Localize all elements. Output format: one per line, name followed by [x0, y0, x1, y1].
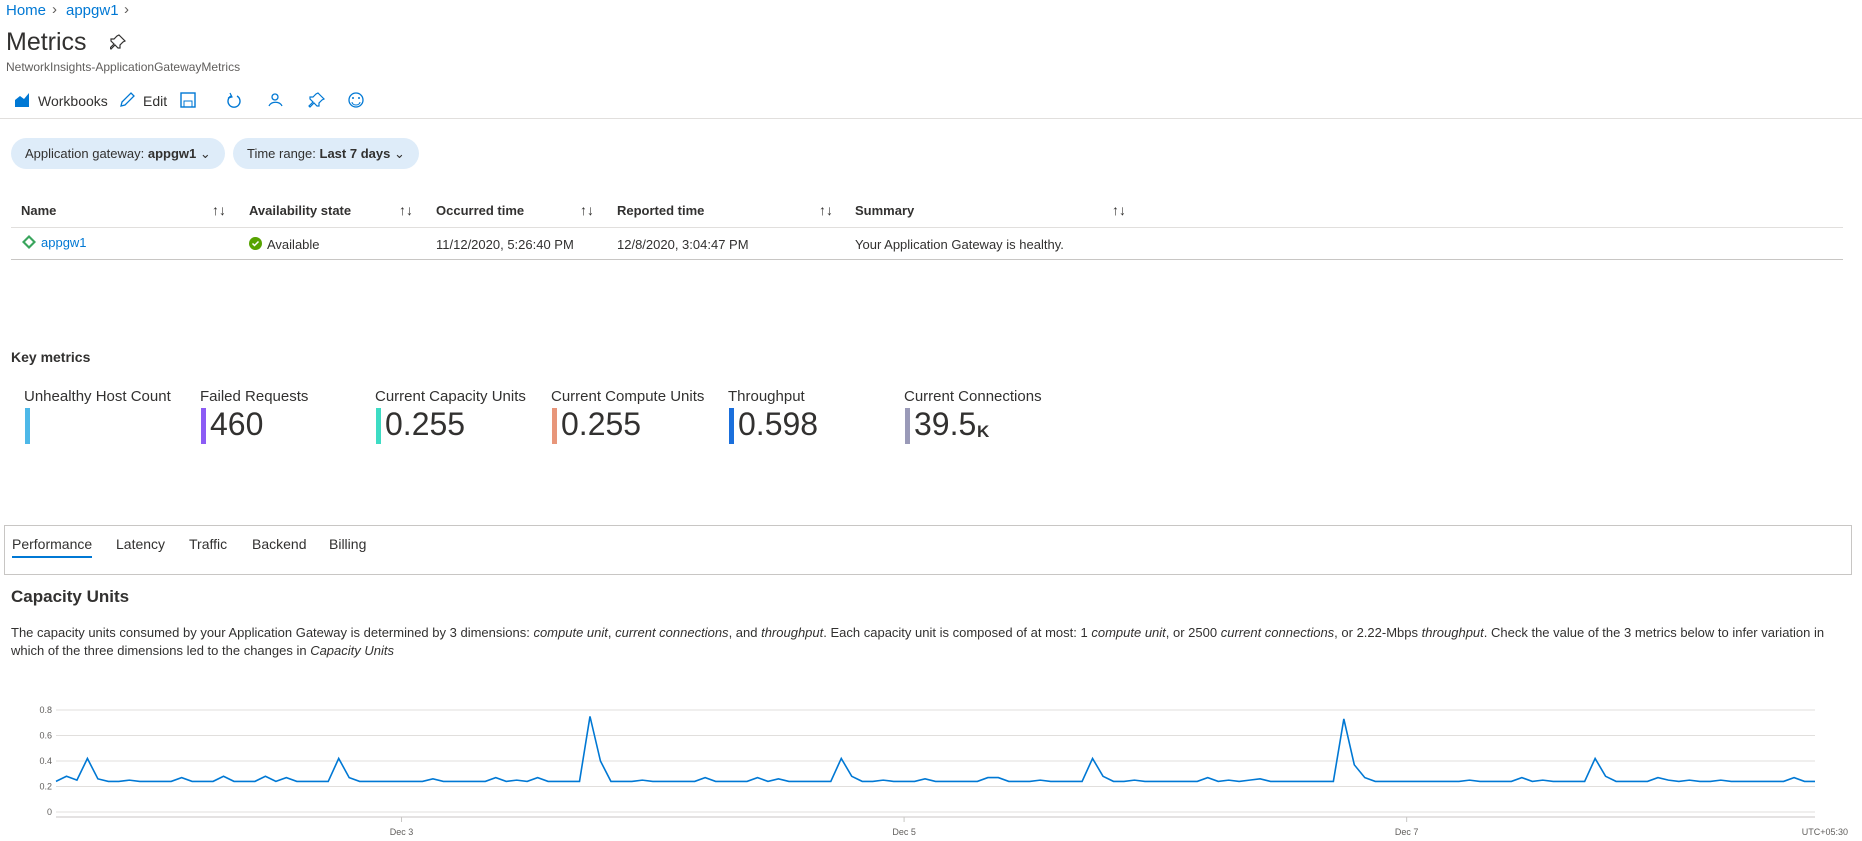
- breadcrumb-link[interactable]: Home: [6, 2, 47, 19]
- metric-bar: [25, 408, 30, 444]
- metric-value: 0.255: [385, 406, 466, 442]
- description-text: The capacity units consumed by your Appl…: [11, 625, 534, 640]
- status-icon: [249, 237, 262, 250]
- divider: [11, 227, 1843, 228]
- description-text: current connections: [615, 625, 729, 640]
- metric-label: Failed Requests: [200, 388, 309, 405]
- x-tick-label: Dec 7: [1395, 827, 1419, 837]
- separator: ›: [124, 1, 129, 18]
- y-tick-label: 0.6: [39, 731, 52, 741]
- tab[interactable]: Backend: [252, 536, 307, 552]
- filter-value: Last 7 days: [319, 146, 391, 161]
- x-tick-label: Dec 5: [892, 827, 916, 837]
- tab[interactable]: Traffic: [189, 536, 228, 552]
- y-tick-label: 0: [47, 807, 52, 817]
- page-subtitle: NetworkInsights-ApplicationGatewayMetric…: [6, 60, 241, 74]
- metric-label: Current Compute Units: [551, 388, 705, 405]
- breadcrumb-link[interactable]: appgw1: [66, 2, 119, 19]
- metric-value: 0.598: [738, 406, 819, 442]
- metric-value: 460: [210, 406, 264, 442]
- metric-unit: K: [977, 422, 990, 441]
- y-tick-label: 0.4: [39, 756, 52, 766]
- y-tick-label: 0.8: [39, 705, 52, 715]
- description-text: compute unit: [1091, 625, 1166, 640]
- filter-label: Application gateway:: [25, 146, 145, 161]
- gateway-icon: [22, 235, 36, 249]
- cell: Your Application Gateway is healthy.: [855, 237, 1064, 252]
- tab[interactable]: Billing: [329, 536, 367, 552]
- filter-pill[interactable]: Time range: Last 7 days ⌄: [233, 138, 419, 169]
- metric-bar: [201, 408, 206, 444]
- column-header[interactable]: Name: [21, 203, 57, 218]
- toolbar-icons[interactable]: [180, 92, 370, 110]
- filter-pill[interactable]: Application gateway: appgw1 ⌄: [11, 138, 225, 169]
- description-text: . Check the value of the 3 metrics below…: [11, 625, 1825, 658]
- metric-bar: [729, 408, 734, 444]
- column-header[interactable]: Availability state: [249, 203, 352, 218]
- toolbar-button[interactable]: Workbooks: [38, 93, 108, 109]
- tab[interactable]: Latency: [116, 536, 166, 552]
- column-header[interactable]: Summary: [855, 203, 915, 218]
- filter-label: Time range:: [247, 146, 316, 161]
- toolbar-button[interactable]: Edit: [143, 93, 168, 109]
- cell: 11/12/2020, 5:26:40 PM: [436, 237, 574, 252]
- resource-link[interactable]: appgw1: [41, 235, 87, 250]
- description-text: ,: [607, 625, 616, 640]
- sort-icon[interactable]: ↑↓: [399, 202, 413, 218]
- cell: 12/8/2020, 3:04:47 PM: [617, 237, 749, 252]
- section-title: Capacity Units: [11, 587, 130, 606]
- tab-bar: [4, 525, 1852, 575]
- pin-icon[interactable]: [110, 34, 126, 50]
- series-line: [55, 716, 1815, 783]
- y-tick-label: 0.2: [39, 782, 52, 792]
- metric-label: Current Connections: [904, 388, 1042, 405]
- description-text: Capacity Units: [310, 643, 394, 658]
- description-text: compute unit: [533, 625, 608, 640]
- sort-icon[interactable]: ↑↓: [580, 202, 594, 218]
- metric-label: Unhealthy Host Count: [24, 388, 171, 405]
- metric-bar: [552, 408, 557, 444]
- description-text: . Each capacity unit is composed of at m…: [823, 625, 1092, 640]
- timezone-label: UTC+05:30: [1802, 827, 1848, 837]
- description-text: , and: [728, 625, 762, 640]
- metric-bar: [905, 408, 910, 444]
- section-title: Key metrics: [11, 349, 91, 365]
- divider: [11, 259, 1843, 260]
- metric-label: Current Capacity Units: [375, 388, 526, 405]
- tab[interactable]: Performance: [12, 536, 93, 552]
- separator: ›: [52, 1, 57, 18]
- sort-icon[interactable]: ↑↓: [1112, 202, 1126, 218]
- divider: [0, 118, 1862, 119]
- metric-value: 0.255: [561, 406, 642, 442]
- sort-icon[interactable]: ↑↓: [819, 202, 833, 218]
- description-text: throughput: [761, 625, 824, 640]
- description-text: current connections: [1220, 625, 1335, 640]
- filter-value: appgw1: [147, 146, 197, 161]
- metric-label: Throughput: [728, 388, 805, 405]
- edit-icon[interactable]: [119, 92, 135, 108]
- x-tick-label: Dec 3: [390, 827, 414, 837]
- metric-bar: [376, 408, 381, 444]
- chart: 0 0.2 0.4 0.6 0.8 Dec 3 Dec 5 Dec 7 UTC+05:30: [39, 705, 1848, 837]
- description-text: throughput: [1421, 625, 1484, 640]
- sort-icon[interactable]: ↑↓: [212, 202, 226, 218]
- description: The capacity units consumed by your Appl…: [11, 624, 1851, 660]
- page-title: Metrics: [6, 28, 87, 56]
- column-header[interactable]: Reported time: [617, 203, 705, 218]
- description-text: , or 2500: [1165, 625, 1221, 640]
- metric-value: 39.5: [914, 406, 977, 442]
- description-text: , or 2.22-Mbps: [1334, 625, 1422, 640]
- cell: Available: [267, 237, 320, 252]
- tab-underline: [12, 556, 92, 558]
- column-header[interactable]: Occurred time: [436, 203, 525, 218]
- workbooks-icon[interactable]: [14, 92, 30, 108]
